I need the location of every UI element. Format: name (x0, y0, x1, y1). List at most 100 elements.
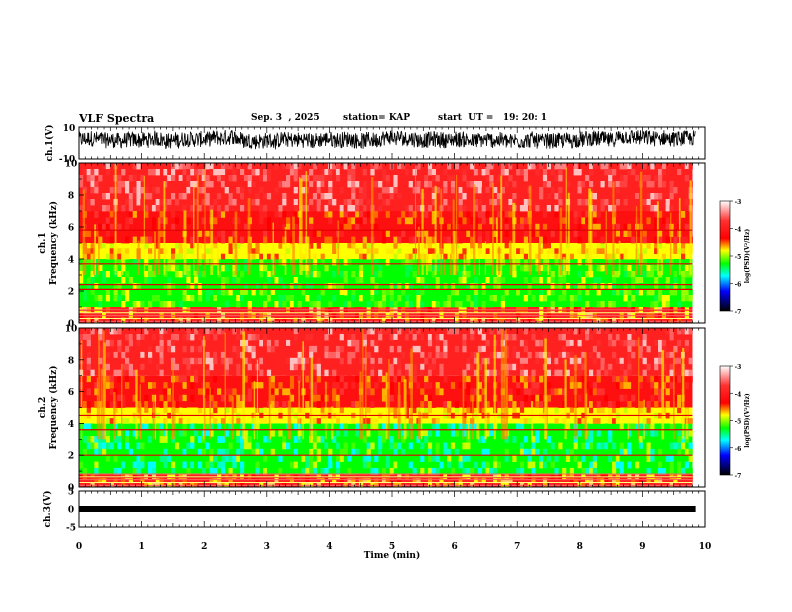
spec-cell (370, 163, 375, 170)
spec-cell (519, 357, 525, 365)
spec-cell (174, 317, 180, 324)
spec-cell (286, 217, 291, 225)
spec-cell (608, 351, 613, 359)
spec-cell (612, 401, 617, 408)
spec-cell (362, 243, 367, 249)
spec-cell (236, 418, 241, 424)
spec-cell (259, 187, 264, 194)
spec-cell (389, 271, 394, 278)
spec-cell (240, 351, 245, 359)
spec-cell (523, 253, 528, 260)
spec-cell (213, 283, 218, 290)
spec-cell (504, 199, 509, 206)
spec-cell (128, 193, 133, 200)
spec-cell (374, 418, 379, 424)
spec-cell (466, 271, 471, 278)
spec-cell (343, 442, 348, 450)
spec-cell (286, 357, 291, 365)
spec-cell (316, 363, 321, 371)
spec-cell (508, 478, 513, 484)
colorbars: -3-4-5-6-7log(PSD)(V²/Hz)-3-4-5-6-7log(P… (719, 199, 751, 480)
spec-cell (182, 175, 187, 182)
spec-cell (163, 461, 168, 469)
spec-cell (247, 301, 252, 308)
spec-cell (113, 289, 118, 296)
spec-cell (431, 217, 436, 225)
spec-cell (470, 243, 475, 249)
spec-cell (585, 328, 590, 335)
spec-cell (132, 334, 137, 341)
spec-cell (688, 369, 693, 377)
spec-cell (397, 478, 402, 484)
spec-cell (485, 461, 490, 469)
spec-cell (631, 423, 636, 431)
spec-cell (496, 375, 502, 383)
spec-cell (635, 289, 640, 296)
spec-cell (266, 193, 272, 200)
spec-cell (684, 163, 689, 170)
spec-cell (94, 223, 99, 231)
spec-cell (90, 175, 95, 182)
spec-cell (105, 163, 110, 170)
spec-cell (596, 243, 601, 249)
spec-cell (489, 328, 494, 335)
spec-cell (473, 369, 479, 377)
spec-cell (389, 407, 394, 414)
spec-cell (435, 467, 440, 475)
spec-cell (404, 253, 410, 260)
spec-cell (209, 328, 214, 335)
spec-cell (665, 223, 670, 231)
spec-cell (600, 301, 605, 308)
spec-cell (589, 442, 594, 450)
spec-cell (144, 317, 149, 324)
spec-cell (197, 388, 203, 396)
spec-cell (577, 199, 582, 206)
spec-cell (654, 259, 659, 266)
spec-cell (205, 357, 210, 365)
spec-cell (489, 369, 494, 377)
spec-cell (328, 328, 333, 335)
spec-cell (366, 301, 371, 308)
spec-cell (247, 193, 252, 200)
spec-cell (79, 334, 84, 341)
spec-burst (234, 211, 238, 275)
spec-cell (90, 328, 95, 335)
spec-cell (573, 478, 578, 484)
spec-cell (301, 187, 306, 194)
spec-cell (562, 418, 567, 424)
spec-cell (190, 461, 195, 469)
spec-cell (401, 289, 406, 296)
spec-cell (293, 169, 298, 176)
spec-cell (546, 461, 551, 469)
spec-cell (447, 175, 452, 182)
spec-cell (458, 375, 463, 383)
spec-cell (535, 205, 540, 212)
spec-cell (389, 478, 394, 484)
spec-cell (466, 407, 471, 414)
spec-cell (316, 375, 321, 383)
spec-cell (431, 187, 436, 194)
spec-cell (105, 193, 110, 200)
spec-cell (401, 163, 406, 170)
spec-cell (669, 248, 674, 254)
spec-cell (347, 259, 352, 266)
spec-cell (481, 345, 486, 353)
spec-cell (255, 461, 260, 469)
spec-cell (293, 461, 298, 469)
spec-burst (618, 240, 621, 275)
spec-cell (324, 467, 329, 475)
spec-cell (569, 317, 574, 324)
spec-burst (224, 332, 226, 440)
spec-cell (240, 236, 245, 244)
x-tick-label: 9 (639, 542, 645, 552)
start-time-label: start UT = 19: 20: 1 (438, 113, 548, 123)
spec-cell (562, 401, 567, 408)
spec-cell (236, 265, 241, 272)
spec-cell (604, 317, 609, 324)
spec-cell (289, 283, 295, 290)
spec-cell (301, 455, 306, 462)
spec-cell (646, 205, 651, 212)
spec-cell (366, 429, 371, 437)
spec-cell (485, 248, 490, 254)
spec-cell (381, 230, 387, 237)
